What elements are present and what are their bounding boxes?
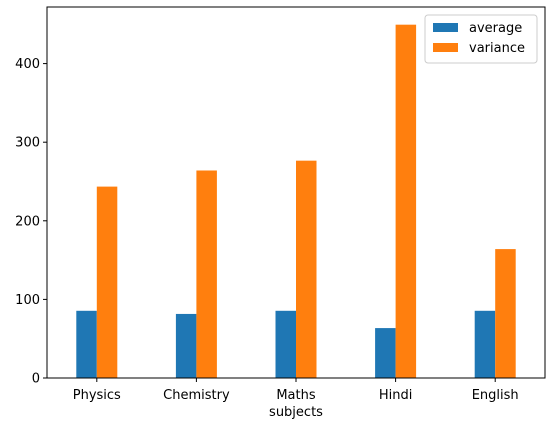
y-tick-label: 0 — [32, 372, 40, 387]
bar-average-hindi — [375, 328, 396, 378]
x-axis-label: subjects — [269, 405, 323, 420]
y-tick-label: 200 — [15, 214, 40, 229]
bar-variance-english — [495, 249, 516, 378]
y-tick-label: 400 — [15, 57, 40, 72]
bar-variance-chemistry — [196, 170, 217, 378]
bar-average-maths — [275, 310, 296, 378]
x-tick-label: English — [472, 388, 519, 403]
axes-layer: 0 100 200 300 400 Physics Chemistry Maths Hindi E… — [15, 6, 546, 403]
legend: average variance — [424, 14, 538, 64]
legend-swatch-variance — [433, 43, 458, 52]
y-tick-label: 300 — [15, 136, 40, 151]
bar-variance-maths — [296, 160, 317, 378]
bar-variance-physics — [96, 186, 118, 378]
bars-layer — [76, 24, 516, 378]
bar-average-chemistry — [175, 313, 197, 378]
bar-average-physics — [76, 310, 97, 378]
plot-frame — [46, 6, 546, 379]
x-tick-label: Hindi — [379, 388, 413, 403]
x-tick-label: Maths — [276, 388, 316, 403]
y-tick-label: 100 — [15, 293, 40, 308]
legend-swatch-average — [433, 23, 458, 32]
x-tick-label: Physics — [73, 388, 121, 403]
x-tick-label: Chemistry — [163, 388, 230, 403]
legend-label-average: average — [469, 21, 522, 36]
bar-average-english — [474, 310, 496, 378]
legend-label-variance: variance — [469, 41, 525, 56]
bar-variance-hindi — [395, 24, 417, 378]
